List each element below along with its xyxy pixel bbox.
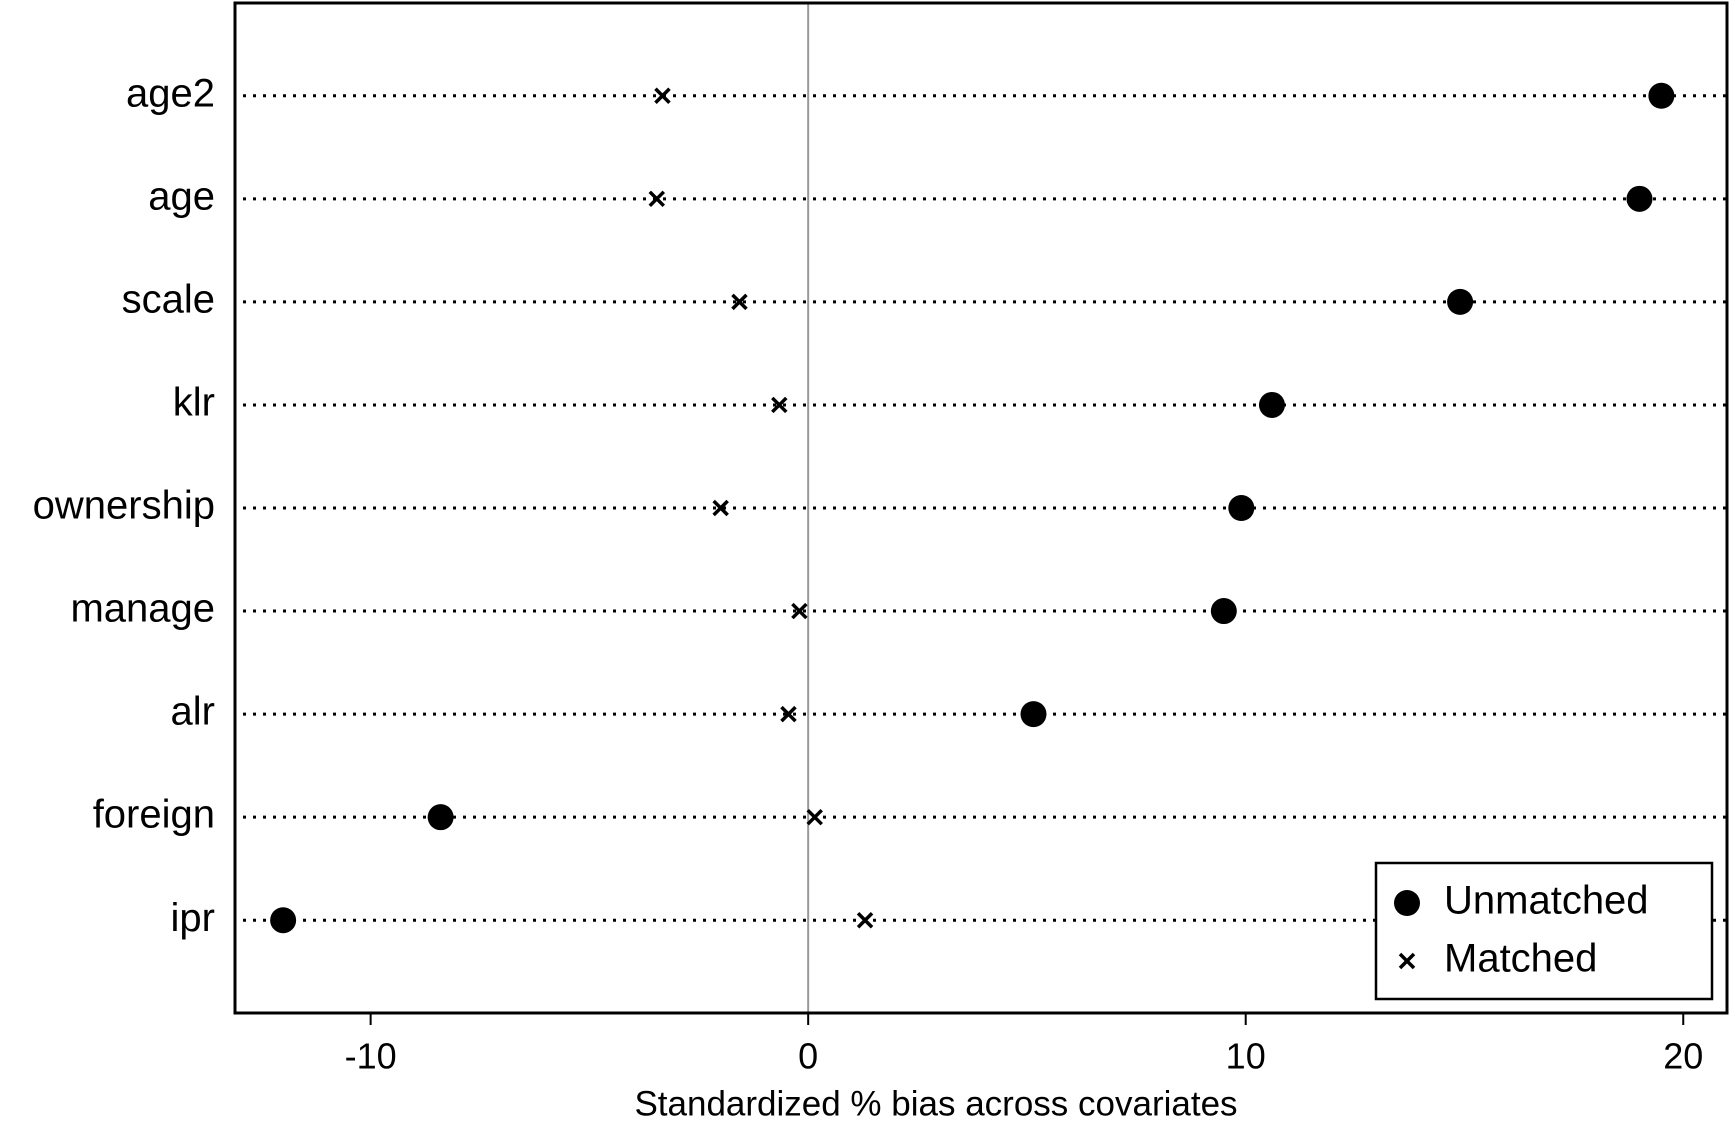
x-axis-title: Standardized % bias across covariates [634, 1084, 1237, 1123]
marker-circle [1228, 495, 1255, 521]
marker-x [806, 808, 823, 826]
marker-x-stroke [780, 705, 797, 723]
marker-x [648, 190, 666, 208]
category-label: ipr [171, 896, 215, 940]
x-tick-label: -10 [345, 1036, 397, 1077]
legend-label: Matched [1444, 937, 1597, 981]
marker-x-stroke [1398, 952, 1416, 970]
marker-x [1398, 952, 1416, 970]
marker-x [780, 705, 797, 723]
plot-frame [233, 1, 1729, 1015]
legend-label: Unmatched [1444, 879, 1649, 923]
legend-box [1374, 861, 1714, 1001]
marker-circle [1394, 890, 1420, 916]
x-tick-label: 10 [1226, 1036, 1266, 1077]
marker-x-stroke [856, 912, 874, 929]
marker-circle [427, 804, 454, 831]
marker-x-stroke [771, 396, 788, 414]
category-label: klr [173, 381, 215, 425]
marker-circle [270, 907, 297, 934]
category-label: foreign [93, 793, 215, 837]
marker-x [654, 87, 671, 104]
category-label: age2 [126, 71, 215, 115]
x-tick-label: 20 [1663, 1036, 1703, 1077]
marker-circle [1447, 288, 1474, 315]
marker-x-stroke [648, 190, 666, 208]
marker-x [856, 912, 874, 929]
marker-x [791, 602, 808, 620]
marker-circle [1258, 391, 1285, 418]
x-tick-label: 0 [798, 1036, 818, 1077]
marker-circle [1020, 701, 1047, 728]
marker-circle [1210, 598, 1237, 625]
category-label: scale [122, 277, 215, 321]
marker-circle [1648, 82, 1675, 109]
marker-x [731, 293, 748, 311]
marker-circle [1626, 185, 1653, 212]
category-label: ownership [33, 484, 215, 528]
marker-x-stroke [806, 808, 823, 826]
marker-x-stroke [791, 602, 808, 620]
marker-x-stroke [712, 499, 729, 517]
marker-x [771, 396, 788, 414]
marker-x-stroke [731, 293, 748, 311]
category-label: manage [70, 587, 215, 631]
category-label: age [148, 174, 215, 218]
category-label: alr [171, 690, 215, 734]
marker-x [712, 499, 729, 517]
marker-x-stroke [654, 87, 671, 104]
